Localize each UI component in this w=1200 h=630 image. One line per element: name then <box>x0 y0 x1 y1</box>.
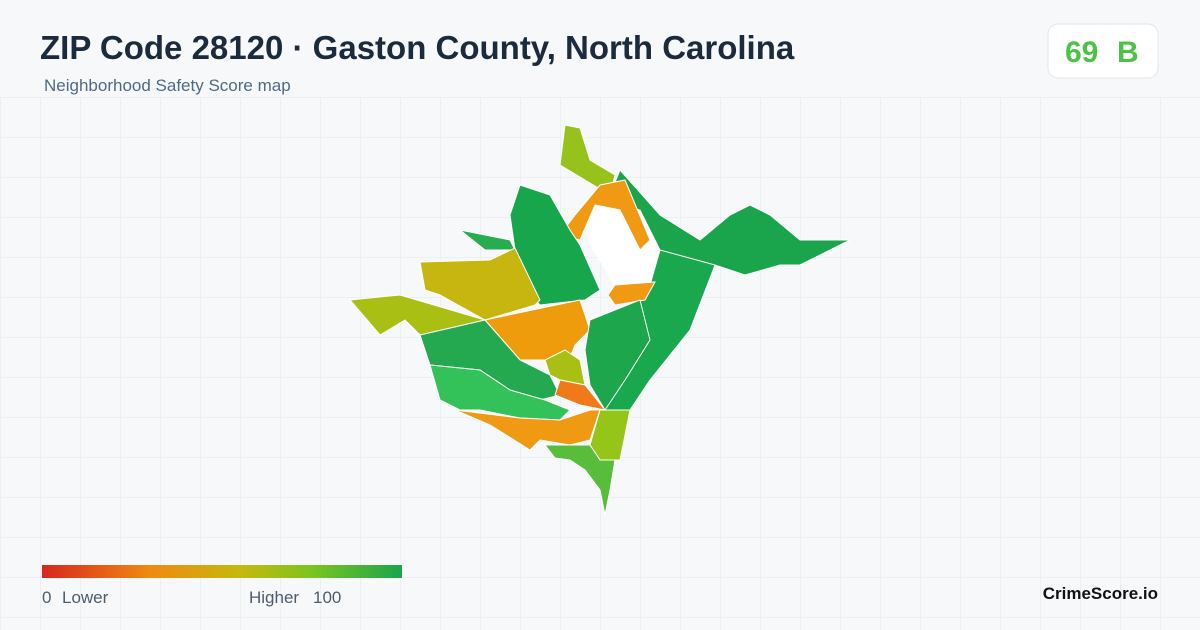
title: ZIP Code 28120 · Gaston County, North Ca… <box>40 29 795 66</box>
region <box>454 409 601 451</box>
score-badge <box>1047 23 1159 79</box>
zip-map <box>348 124 851 516</box>
legend-min: 0 <box>42 588 51 607</box>
region <box>419 247 541 321</box>
score-grade: B <box>1117 36 1139 69</box>
legend-gradient <box>42 565 402 578</box>
brand: CrimeScore.io <box>1043 584 1158 603</box>
region <box>554 379 607 411</box>
region <box>543 444 616 516</box>
legend-max-label: Higher <box>249 588 299 607</box>
score-value: 69 <box>1065 36 1098 69</box>
region <box>559 124 616 196</box>
region <box>584 299 651 411</box>
subtitle: Neighborhood Safety Score map <box>44 76 291 95</box>
region <box>509 184 601 306</box>
region <box>607 281 656 306</box>
legend-max: 100 <box>313 588 341 607</box>
legend-min-label: Lower <box>62 588 109 607</box>
